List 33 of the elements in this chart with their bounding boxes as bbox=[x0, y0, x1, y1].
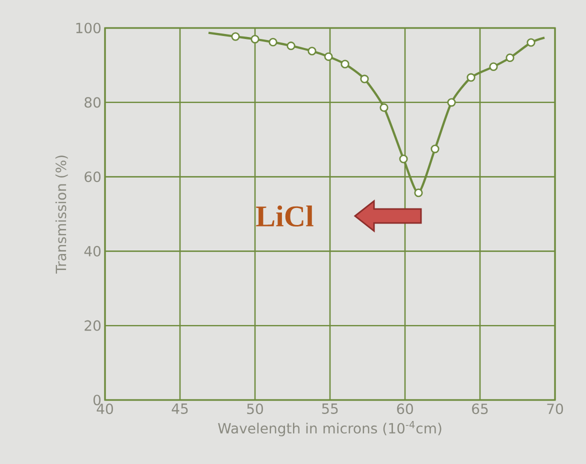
x-tick-label: 55 bbox=[322, 404, 338, 414]
annotation: LiCl bbox=[256, 205, 314, 227]
y-axis-title: Transmission (%) bbox=[55, 156, 68, 274]
point bbox=[231, 32, 240, 41]
point bbox=[360, 74, 369, 84]
point bbox=[466, 73, 476, 82]
x-tick-label: 45 bbox=[172, 404, 188, 414]
point bbox=[526, 38, 536, 47]
point bbox=[340, 60, 350, 68]
x-tick-label: 65 bbox=[472, 404, 488, 414]
point bbox=[250, 34, 260, 44]
point bbox=[414, 188, 423, 198]
point bbox=[506, 53, 514, 62]
y-tick-label: 80 bbox=[84, 97, 101, 108]
point bbox=[447, 98, 456, 107]
y-tick-label: 60 bbox=[84, 172, 101, 182]
x-tick-label: 60 bbox=[397, 404, 413, 414]
x-axis-title: Wavelength in microns (10$^{-4}$cm) bbox=[218, 420, 442, 436]
x-tick-label: 50 bbox=[247, 404, 263, 414]
y-tick-label: 20 bbox=[84, 320, 101, 331]
point bbox=[430, 144, 440, 154]
y-tick-label: 0 bbox=[93, 394, 101, 406]
point bbox=[489, 62, 498, 71]
point bbox=[380, 103, 388, 112]
point bbox=[268, 38, 278, 46]
point bbox=[399, 154, 408, 164]
point bbox=[308, 46, 316, 56]
x-tick-label: 70 bbox=[547, 404, 563, 414]
y-tick-label: 40 bbox=[84, 246, 101, 256]
x-tick-label: 40 bbox=[96, 404, 113, 414]
point bbox=[286, 42, 296, 50]
point bbox=[324, 52, 333, 61]
y-tick-label: 100 bbox=[76, 22, 101, 34]
